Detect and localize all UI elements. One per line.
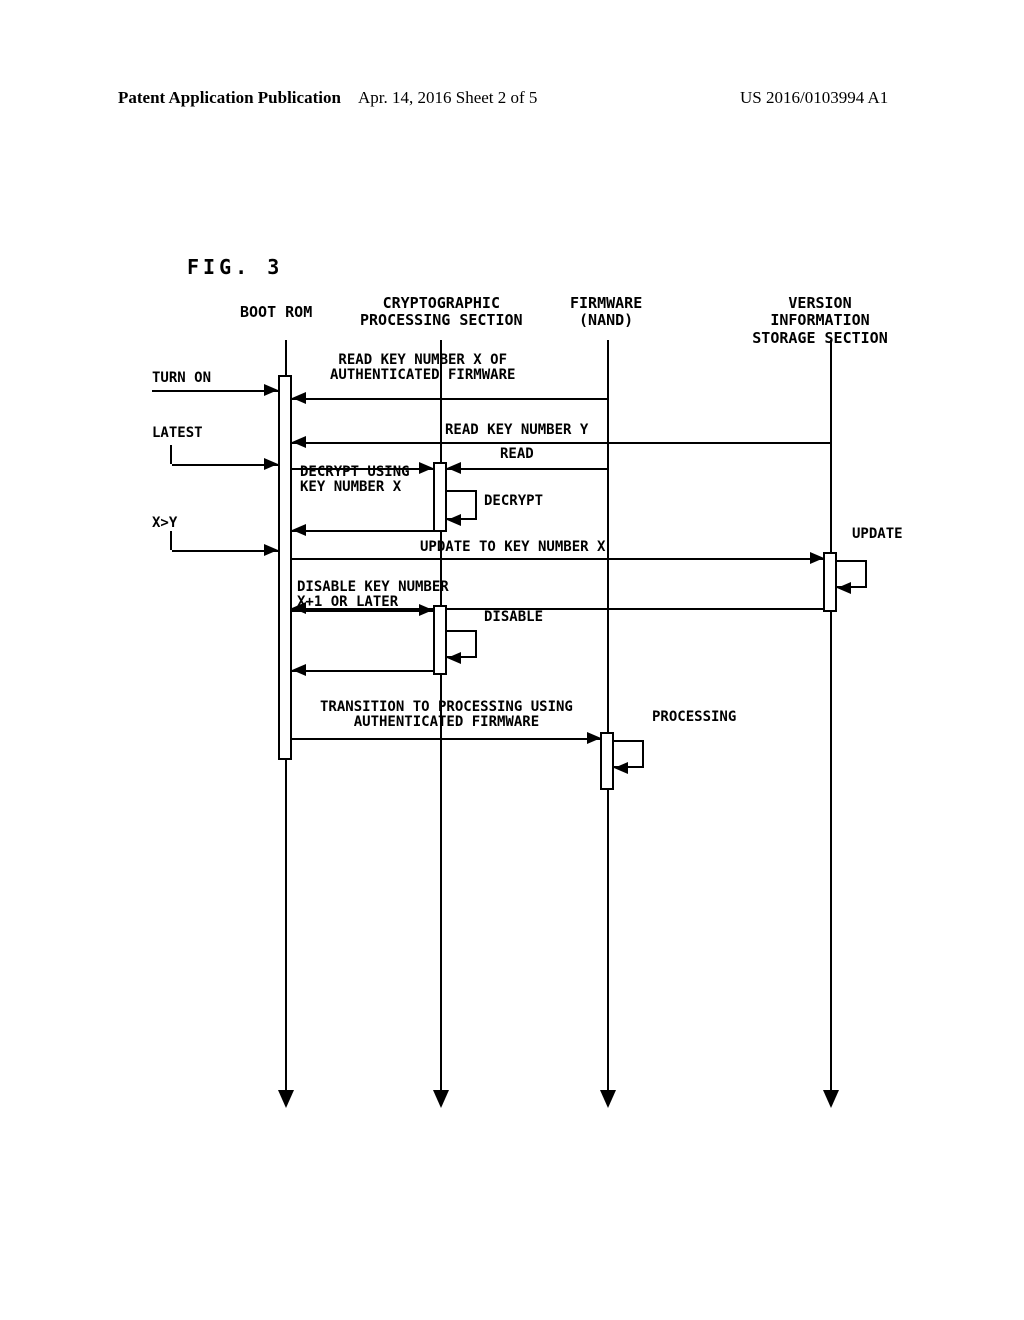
arrow-head-icon — [614, 762, 628, 774]
arrow-head-icon — [587, 732, 601, 744]
arrow-head-icon — [292, 524, 306, 536]
lane-version: VERSION INFORMATION STORAGE SECTION — [740, 295, 900, 347]
arrow-head-icon — [837, 582, 851, 594]
sequence-diagram: BOOT ROM CRYPTOGRAPHIC PROCESSING SECTIO… — [130, 290, 900, 1110]
activation-version-update — [823, 552, 837, 612]
arrow-head-icon — [419, 462, 433, 474]
arrow-line — [292, 468, 433, 470]
arrow-head-icon — [810, 552, 824, 564]
lifeline-firmware — [607, 340, 609, 1090]
arrow-down-icon — [278, 1090, 294, 1108]
activation-crypto-disable — [433, 605, 447, 675]
header-left: Patent Application Publication — [118, 88, 341, 108]
lane-crypto: CRYPTOGRAPHIC PROCESSING SECTION — [360, 295, 523, 330]
msg-update-to-x: UPDATE TO KEY NUMBER X — [420, 540, 605, 555]
activation-firmware-processing — [600, 732, 614, 790]
arrow-head-icon — [292, 664, 306, 676]
arrow-line — [447, 468, 608, 470]
msg-disable: DISABLE — [484, 610, 543, 625]
arrow-line — [172, 464, 278, 466]
lane-firmware: FIRMWARE (NAND) — [570, 295, 642, 330]
arrow-line — [292, 558, 823, 560]
arrow-line — [152, 390, 278, 392]
msg-read-key-y: READ KEY NUMBER Y — [445, 423, 588, 438]
latest-label: LATEST — [152, 425, 203, 441]
header-mid: Apr. 14, 2016 Sheet 2 of 5 — [358, 88, 537, 108]
msg-transition: TRANSITION TO PROCESSING USING AUTHENTIC… — [320, 700, 573, 731]
msg-read-key-x: READ KEY NUMBER X OF AUTHENTICATED FIRMW… — [330, 353, 515, 384]
arrow-head-icon — [447, 462, 461, 474]
arrow-line — [292, 398, 608, 400]
arrow-head-icon — [264, 458, 278, 470]
arrow-down-icon — [433, 1090, 449, 1108]
arrow-line — [172, 550, 278, 552]
msg-decrypt: DECRYPT — [484, 494, 543, 509]
arrow-line — [170, 445, 172, 464]
activation-boot-rom — [278, 375, 292, 760]
arrow-line — [292, 530, 433, 532]
arrow-line — [170, 531, 172, 550]
arrow-down-icon — [823, 1090, 839, 1108]
msg-read: READ — [500, 447, 534, 462]
arrow-head-icon — [292, 436, 306, 448]
arrow-head-icon — [264, 384, 278, 396]
lifeline-version — [830, 340, 832, 1090]
arrow-down-icon — [600, 1090, 616, 1108]
arrow-head-icon — [292, 392, 306, 404]
header-right: US 2016/0103994 A1 — [740, 88, 888, 108]
arrow-head-icon — [447, 652, 461, 664]
arrow-head-icon — [419, 604, 433, 616]
arrow-line — [292, 442, 831, 444]
arrow-line — [292, 670, 433, 672]
arrow-line — [292, 610, 433, 612]
xy-label: X>Y — [152, 515, 177, 531]
figure-label: FIG. 3 — [187, 255, 283, 279]
msg-update: UPDATE — [852, 527, 903, 542]
arrow-head-icon — [264, 544, 278, 556]
arrow-line — [292, 738, 600, 740]
activation-crypto-decrypt — [433, 462, 447, 532]
msg-processing: PROCESSING — [652, 710, 736, 725]
arrow-head-icon — [447, 514, 461, 526]
lane-boot-rom: BOOT ROM — [240, 304, 312, 321]
turn-on-label: TURN ON — [152, 370, 211, 386]
